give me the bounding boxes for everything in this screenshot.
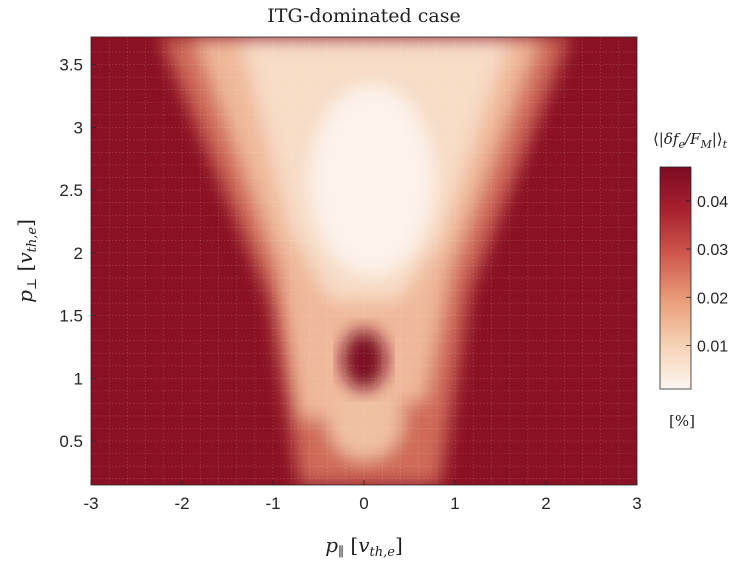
y-axis-label: p⊥ [vth,e] [13, 219, 40, 303]
colorbar-tick-label: 0.02 [697, 290, 728, 307]
y-tick-label: 0.5 [59, 432, 83, 451]
plot-grid [90, 37, 638, 485]
colorbar-label: ⟨|δfe/FM|⟩t [653, 130, 728, 151]
colorbar-ticks: 0.01 0.02 0.03 0.04 [686, 194, 728, 356]
x-tick-label: 3 [632, 494, 641, 513]
y-tick-label: 1.5 [59, 307, 83, 326]
x-tick-label: -1 [265, 494, 280, 513]
colorbar-tick-label: 0.04 [697, 194, 728, 211]
x-tick-label: 0 [359, 494, 368, 513]
chart-title: ITG-dominated case [267, 5, 460, 27]
y-tick-label: 3.5 [59, 56, 83, 75]
x-tick-label: -2 [174, 494, 189, 513]
y-tick-label: 3 [74, 118, 83, 137]
y-axis-ticks: 0.5 1 1.5 2 2.5 3 3.5 [59, 56, 96, 451]
heatmap-bright-core [310, 85, 434, 275]
x-axis-ticks: -3 -2 -1 0 1 2 3 [83, 480, 642, 513]
colorbar [659, 166, 692, 390]
x-tick-label: 1 [450, 494, 459, 513]
heatmap-lower-light [327, 380, 403, 460]
x-tick-label: 2 [541, 494, 550, 513]
y-tick-label: 1 [74, 369, 83, 388]
y-tick-label: 2.5 [59, 181, 83, 200]
x-tick-label: -3 [83, 494, 98, 513]
y-tick-label: 2 [74, 244, 83, 263]
colorbar-tick-label: 0.03 [697, 242, 728, 259]
heatmap-hot-spot [342, 330, 386, 390]
x-axis-label: p∥ [vth,e] [325, 533, 403, 560]
colorbar-tick-label: 0.01 [697, 339, 728, 356]
heatmap-field [91, 37, 637, 485]
colorbar-unit: [%] [669, 412, 695, 430]
